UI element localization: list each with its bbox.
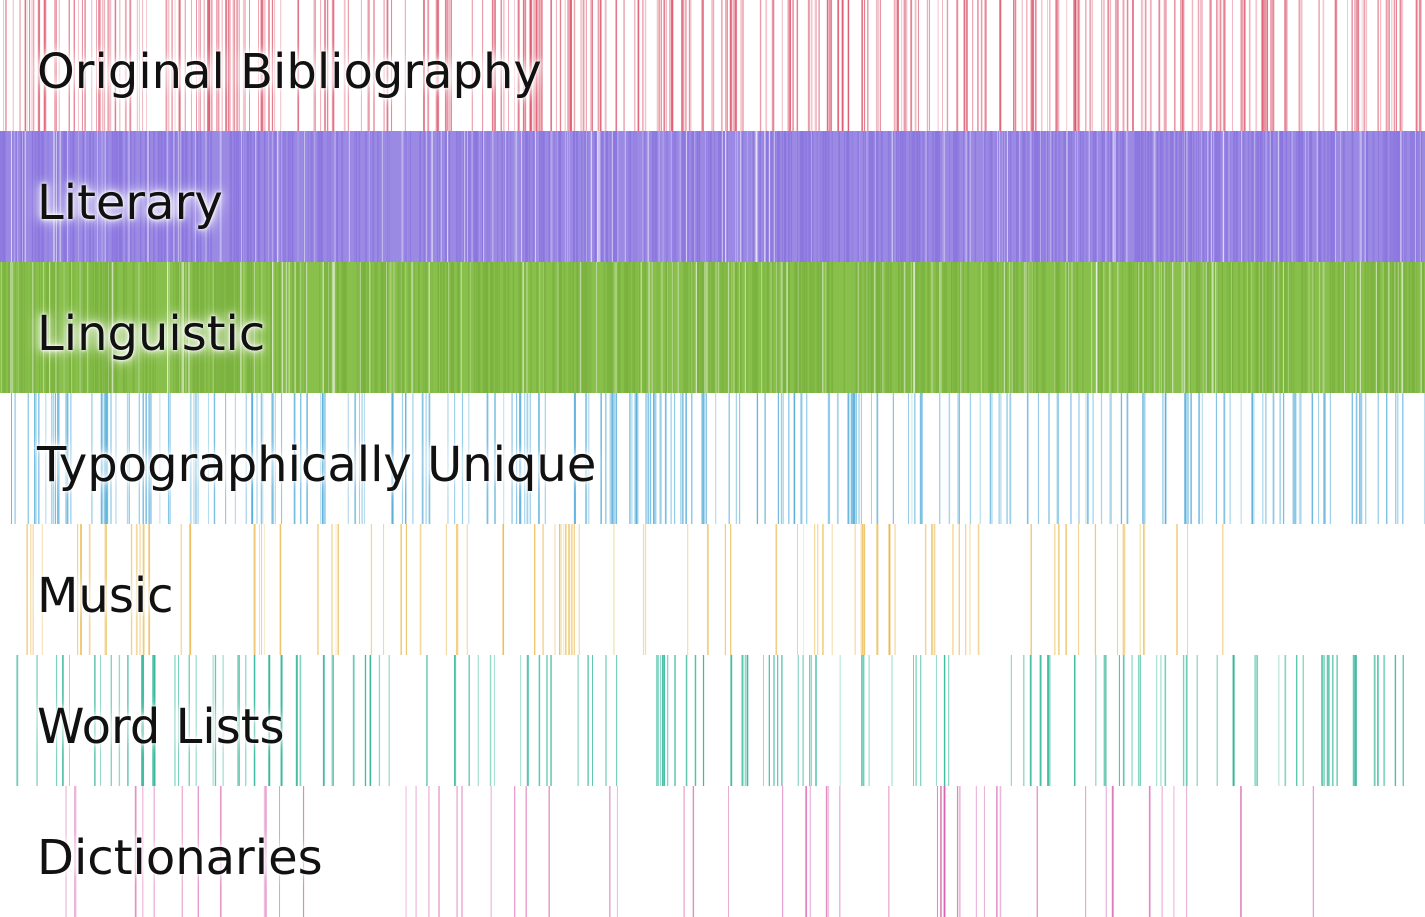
original-bibliography-label: Original Bibliography xyxy=(37,44,542,100)
music-lines xyxy=(26,524,1224,655)
literary-lines xyxy=(0,131,1423,262)
dictionaries-label: Dictionaries xyxy=(37,830,323,886)
dictionaries-band: Dictionaries xyxy=(0,786,1425,917)
word-lists-lines xyxy=(16,655,1404,786)
typographically-unique-lines xyxy=(10,393,1425,524)
linguistic-lines xyxy=(1,262,1425,393)
music-band: Music xyxy=(0,524,1425,655)
dictionaries-lines xyxy=(65,786,1314,917)
linguistic-band: Linguistic xyxy=(0,262,1425,393)
original-bibliography-band: Original Bibliography xyxy=(0,0,1425,131)
literary-label: Literary xyxy=(37,175,223,231)
word-lists-band: Word Lists xyxy=(0,655,1425,786)
original-bibliography-lines xyxy=(3,0,1422,131)
typographically-unique-label: Typographically Unique xyxy=(37,437,597,493)
linguistic-label: Linguistic xyxy=(37,306,266,362)
typographically-unique-band: Typographically Unique xyxy=(0,393,1425,524)
literary-band: Literary xyxy=(0,131,1425,262)
word-lists-label: Word Lists xyxy=(37,699,285,755)
music-label: Music xyxy=(37,568,174,624)
